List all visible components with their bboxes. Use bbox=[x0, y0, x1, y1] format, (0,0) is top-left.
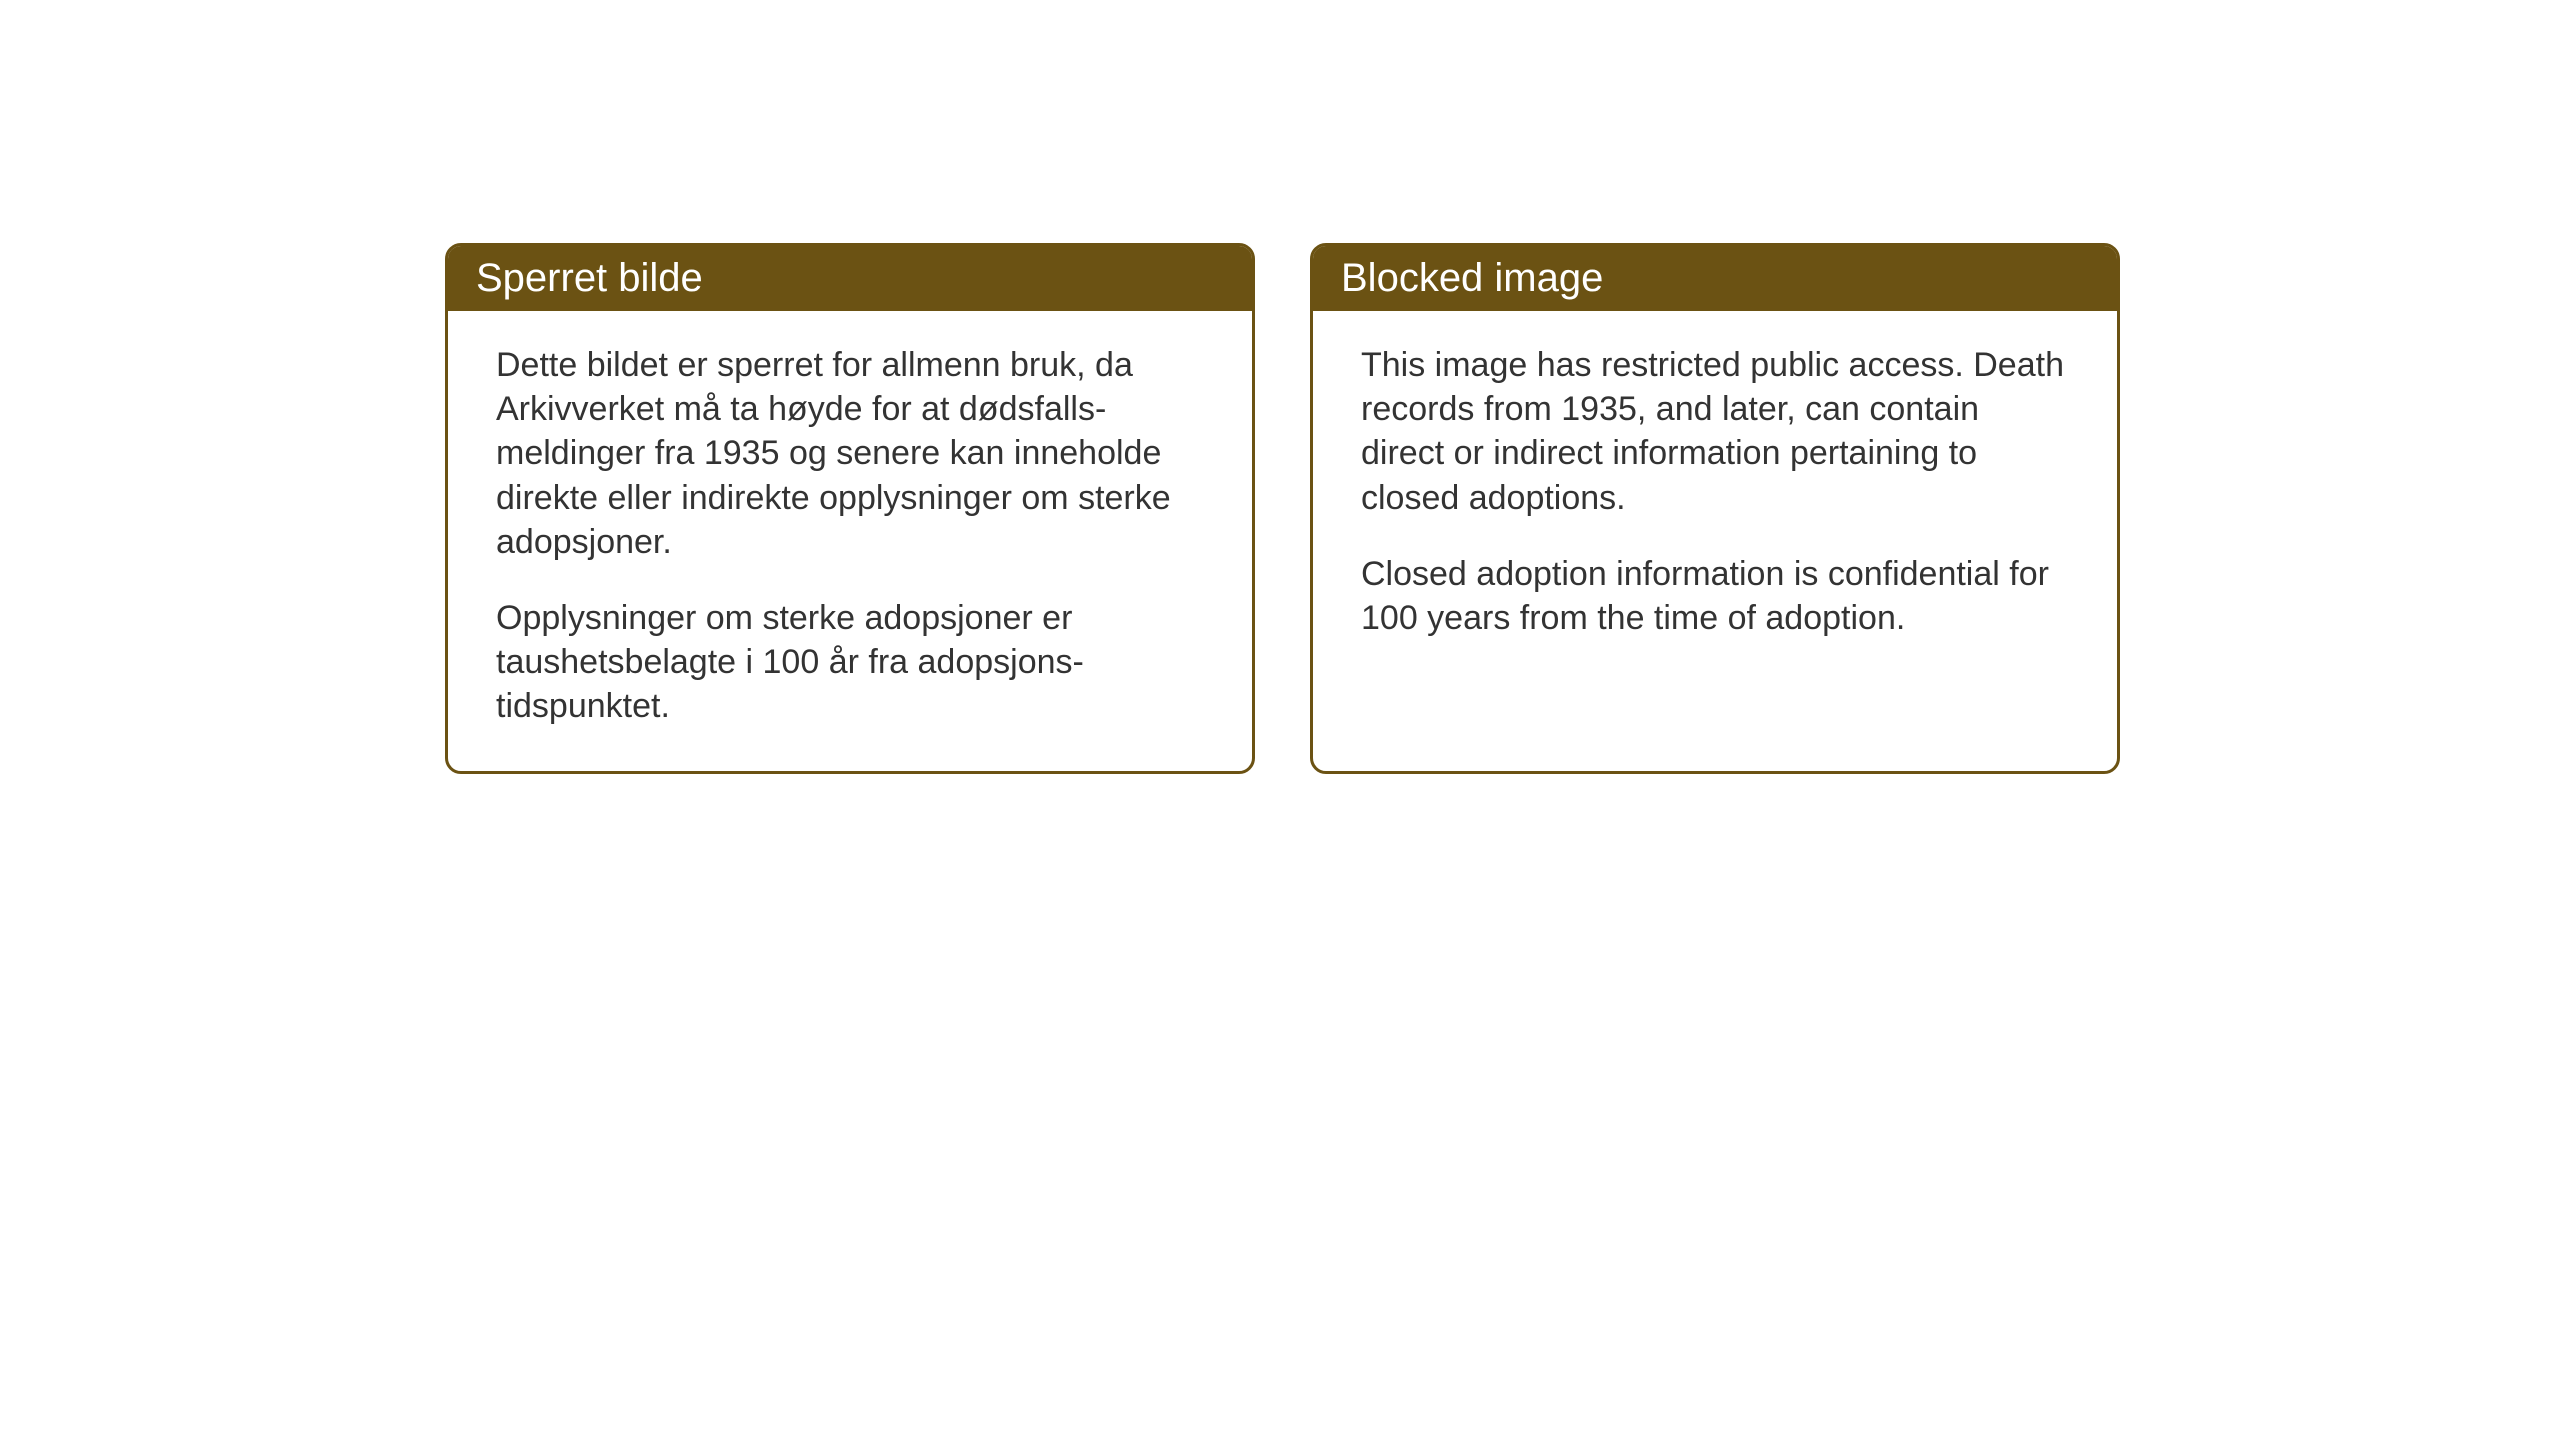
card-english-body: This image has restricted public access.… bbox=[1313, 311, 2117, 682]
cards-container: Sperret bilde Dette bildet er sperret fo… bbox=[445, 243, 2120, 774]
card-english-paragraph-1: This image has restricted public access.… bbox=[1361, 343, 2069, 520]
card-norwegian: Sperret bilde Dette bildet er sperret fo… bbox=[445, 243, 1255, 774]
card-norwegian-header: Sperret bilde bbox=[448, 246, 1252, 311]
card-norwegian-paragraph-2: Opplysninger om sterke adopsjoner er tau… bbox=[496, 596, 1204, 729]
card-norwegian-body: Dette bildet er sperret for allmenn bruk… bbox=[448, 311, 1252, 771]
card-english: Blocked image This image has restricted … bbox=[1310, 243, 2120, 774]
card-norwegian-paragraph-1: Dette bildet er sperret for allmenn bruk… bbox=[496, 343, 1204, 564]
card-english-header: Blocked image bbox=[1313, 246, 2117, 311]
card-english-paragraph-2: Closed adoption information is confident… bbox=[1361, 552, 2069, 640]
